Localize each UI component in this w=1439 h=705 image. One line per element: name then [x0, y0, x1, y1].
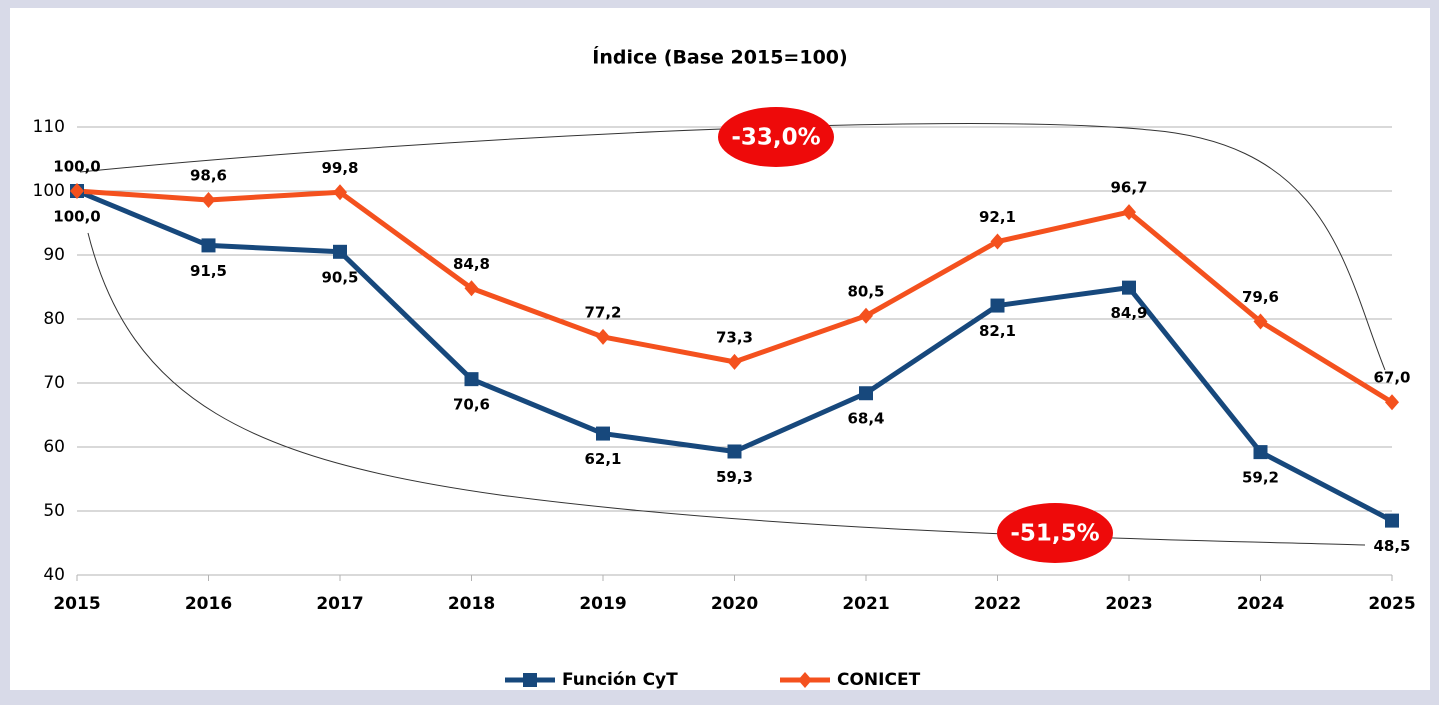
point [596, 328, 610, 345]
x-tick-label: 2015 [53, 594, 100, 614]
point [727, 353, 742, 370]
y-tick-label: 60 [43, 437, 65, 457]
data-label: 100,0 [53, 158, 100, 176]
chart-title: Índice (Base 2015=100) [592, 46, 847, 69]
x-tick-label: 2020 [711, 594, 758, 614]
legend-marker [798, 672, 812, 688]
x-tick-label: 2022 [974, 594, 1021, 614]
point [201, 238, 216, 253]
data-label: 79,6 [1242, 288, 1279, 306]
point [1253, 445, 1268, 460]
chart-panel [10, 8, 1430, 690]
data-label: 82,1 [979, 322, 1016, 340]
data-label: 96,7 [1110, 179, 1147, 197]
data-label: 91,5 [190, 262, 227, 280]
point [1253, 313, 1268, 330]
point [333, 244, 347, 259]
point [464, 372, 479, 387]
point [201, 191, 216, 208]
data-label: 99,8 [321, 159, 358, 177]
point [1385, 394, 1399, 411]
annotation-badge [718, 107, 834, 167]
y-tick-label: 90 [43, 245, 65, 265]
x-tick-label: 2017 [316, 594, 363, 614]
plot: 100,0 91,5 90,5 70,6 62,1 59,3 68,4 82,1 84,9 59,… [53, 158, 1410, 556]
point [464, 280, 479, 297]
point [333, 184, 347, 201]
y-tick-label: 110 [33, 117, 65, 137]
data-label: 70,6 [453, 396, 490, 414]
point [596, 426, 610, 441]
data-label: 59,2 [1242, 469, 1279, 487]
x-tick-label: 2021 [842, 594, 889, 614]
data-label: 68,4 [847, 410, 884, 428]
point [70, 183, 84, 199]
x-tick-label: 2016 [185, 594, 232, 614]
y-tick-label: 70 [43, 373, 65, 393]
annotations: -33,0% -51,5% [718, 107, 1113, 563]
x-tick-label: 2019 [579, 594, 626, 614]
data-label: 84,8 [453, 255, 490, 273]
annotation-badge [997, 503, 1113, 563]
x-tick-label: 2018 [448, 594, 495, 614]
data-label: 59,3 [716, 468, 753, 486]
data-label: 73,3 [716, 328, 753, 346]
data-label: 90,5 [321, 268, 358, 286]
x-tick-label: 2025 [1368, 594, 1415, 614]
legend: Función CyT CONICET [505, 670, 921, 690]
connector-curve [87, 232, 1366, 546]
legend-label: CONICET [837, 670, 921, 690]
point [859, 386, 873, 401]
annotation: -51,5% [1010, 521, 1099, 547]
grid: 40 50 60 70 80 90 100 110 2015 2016 2017 2018 2019 20… [33, 117, 1416, 614]
point [727, 444, 742, 459]
y-tick-label: 100 [33, 181, 65, 201]
point [1385, 513, 1399, 528]
y-tick-label: 50 [43, 501, 65, 521]
data-label: 92,1 [979, 208, 1016, 226]
y-tick-label: 80 [43, 309, 65, 329]
point [1122, 204, 1136, 221]
data-label: 80,5 [847, 282, 884, 300]
x-tick-label: 2024 [1237, 594, 1284, 614]
point [990, 298, 1005, 313]
x-tick-label: 2023 [1105, 594, 1152, 614]
connector-curve [79, 123, 1386, 371]
data-label: 84,9 [1110, 304, 1147, 322]
point [990, 233, 1005, 250]
legend-label: Función CyT [562, 670, 678, 690]
data-label: 98,6 [190, 166, 227, 184]
legend-marker [523, 673, 537, 687]
data-label: 48,5 [1373, 537, 1410, 555]
annotation: -33,0% [731, 125, 820, 151]
data-label: 77,2 [584, 303, 621, 321]
data-label: 67,0 [1373, 369, 1410, 387]
point [859, 307, 873, 324]
y-tick-label: 40 [43, 565, 65, 585]
data-label: 62,1 [584, 450, 621, 468]
data-label: 100,0 [53, 208, 100, 226]
point [1122, 280, 1136, 295]
